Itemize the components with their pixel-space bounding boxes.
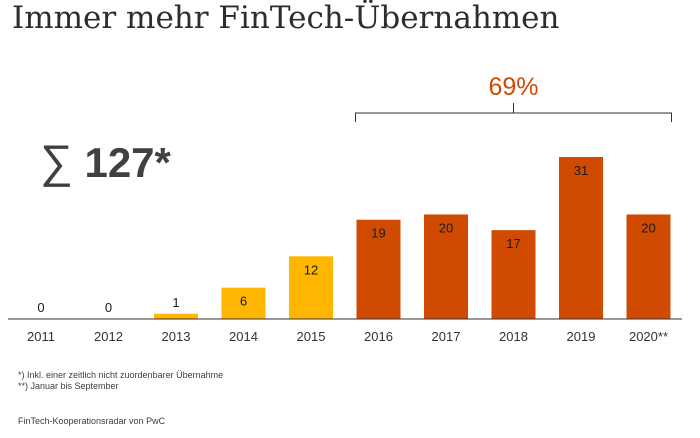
x-tick-label-2016: 2016 — [364, 329, 393, 344]
value-label-2015: 12 — [304, 262, 318, 277]
x-tick-label-2019: 2019 — [567, 329, 596, 344]
value-label-2011: 0 — [37, 300, 44, 315]
value-label-2012: 0 — [105, 300, 112, 315]
bar-2019 — [559, 157, 603, 319]
bar-2020 — [626, 214, 671, 319]
value-label-2017: 20 — [439, 220, 453, 235]
bar-2013 — [154, 313, 198, 319]
growth-bracket — [355, 103, 672, 122]
footnote-1: *) Inkl. einer zeitlich nicht zuordenbar… — [18, 370, 224, 380]
footnote-2: **) Januar bis September — [18, 381, 119, 391]
x-tick-label-2017: 2017 — [432, 329, 461, 344]
value-label-2020: 20 — [641, 220, 655, 235]
x-tick-label-2015: 2015 — [297, 329, 326, 344]
total-count: ∑ 127* — [40, 134, 171, 188]
x-tick-label-2012: 2012 — [94, 329, 123, 344]
x-tick-label-2018: 2018 — [499, 329, 528, 344]
source-note: FinTech-Kooperationsradar von PwC — [18, 416, 166, 426]
total-value: 127* — [84, 139, 171, 186]
x-tick-label-2020: 2020** — [629, 329, 668, 344]
x-tick-label-2013: 2013 — [162, 329, 191, 344]
bar-2016 — [356, 219, 401, 319]
x-tick-label-2014: 2014 — [229, 329, 258, 344]
bar-2014 — [221, 287, 266, 319]
value-label-2014: 6 — [240, 294, 247, 309]
bar-2017 — [424, 214, 468, 319]
value-label-2018: 17 — [506, 236, 520, 251]
bar-2018 — [491, 230, 536, 319]
sum-symbol: ∑ — [40, 135, 73, 187]
value-label-2013: 1 — [172, 295, 179, 310]
value-label-2016: 19 — [371, 226, 385, 241]
x-tick-label-2011: 2011 — [27, 329, 55, 344]
value-label-2019: 31 — [574, 163, 588, 178]
bar-2015 — [289, 256, 333, 319]
growth-percentage-label: 69% — [488, 73, 538, 101]
chart-title: Immer mehr FinTech-Übernahmen — [12, 0, 560, 36]
